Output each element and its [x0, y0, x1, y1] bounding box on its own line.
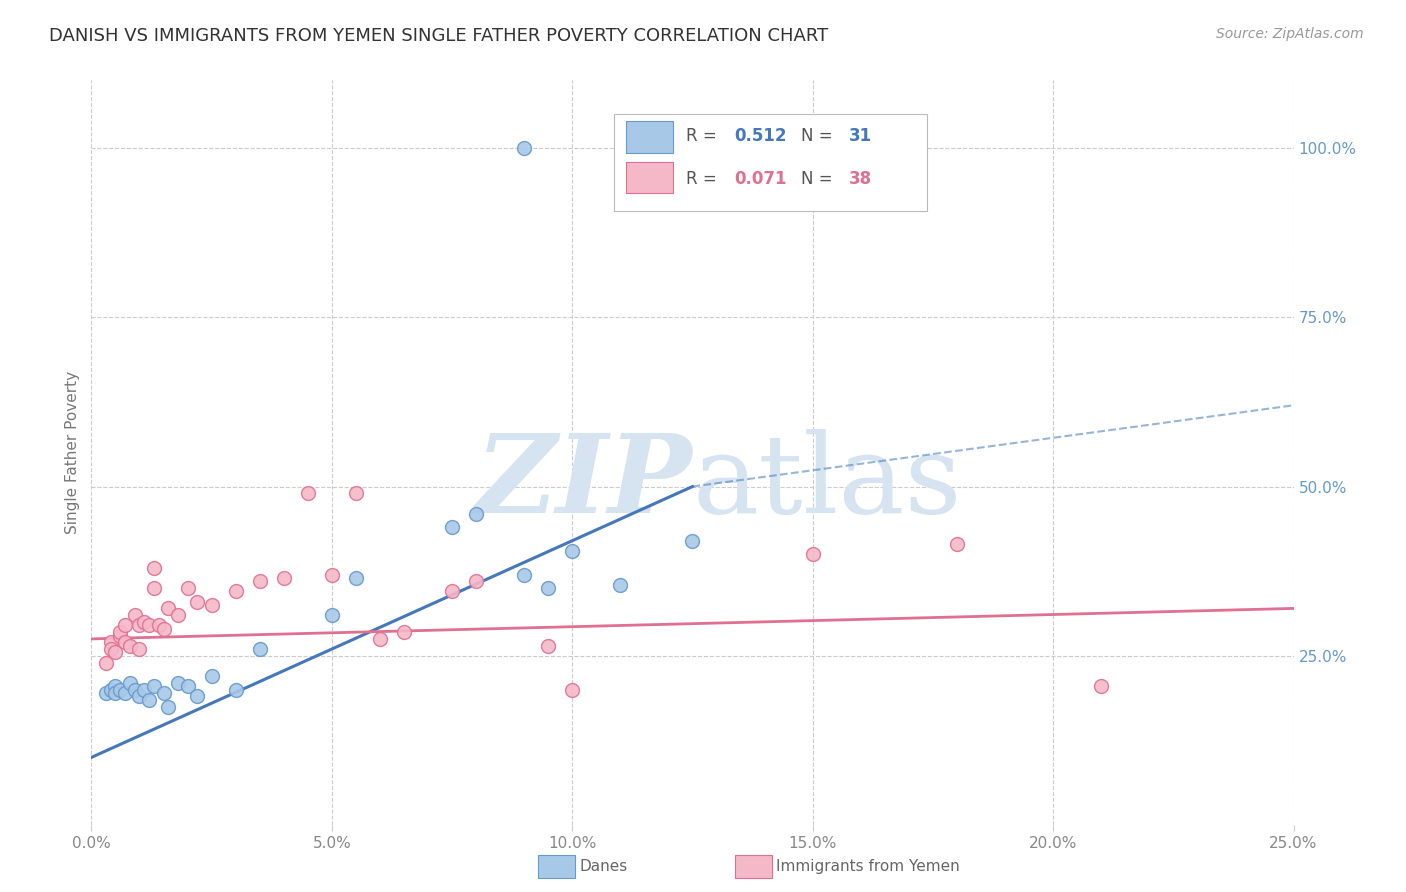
Point	[104, 679, 127, 693]
Text: 0.512: 0.512	[734, 128, 787, 145]
Point	[561, 544, 583, 558]
Point	[138, 618, 160, 632]
Point	[176, 679, 198, 693]
Text: N =: N =	[800, 128, 838, 145]
Point	[114, 618, 136, 632]
Point	[344, 486, 367, 500]
Point	[152, 622, 174, 636]
Point	[465, 574, 488, 589]
Text: N =: N =	[800, 170, 838, 188]
Point	[344, 571, 367, 585]
Point	[440, 520, 463, 534]
Point	[225, 584, 247, 599]
Point	[114, 635, 136, 649]
Point	[118, 639, 141, 653]
Point	[94, 656, 117, 670]
Point	[321, 567, 343, 582]
Point	[142, 581, 165, 595]
Point	[297, 486, 319, 500]
Point	[561, 682, 583, 697]
Point	[186, 594, 208, 608]
Point	[128, 690, 150, 704]
Point	[157, 601, 180, 615]
Text: Source: ZipAtlas.com: Source: ZipAtlas.com	[1216, 27, 1364, 41]
Text: R =: R =	[686, 170, 723, 188]
Point	[142, 561, 165, 575]
Point	[114, 686, 136, 700]
Point	[249, 642, 271, 657]
Point	[128, 642, 150, 657]
Y-axis label: Single Father Poverty: Single Father Poverty	[65, 371, 80, 534]
Point	[138, 693, 160, 707]
Point	[513, 567, 536, 582]
Point	[801, 547, 824, 561]
Point	[100, 635, 122, 649]
Point	[681, 533, 703, 548]
Point	[152, 686, 174, 700]
Point	[513, 141, 536, 155]
FancyBboxPatch shape	[626, 162, 673, 194]
Point	[1090, 679, 1112, 693]
Point	[134, 615, 156, 629]
Point	[94, 686, 117, 700]
Point	[100, 682, 122, 697]
Point	[148, 618, 170, 632]
Point	[249, 574, 271, 589]
Point	[176, 581, 198, 595]
Point	[110, 628, 132, 642]
Point	[201, 598, 224, 612]
Point	[124, 682, 146, 697]
Point	[201, 669, 224, 683]
Point	[321, 608, 343, 623]
Text: ZIP: ZIP	[475, 429, 692, 536]
Text: atlas: atlas	[692, 429, 962, 536]
Text: DANISH VS IMMIGRANTS FROM YEMEN SINGLE FATHER POVERTY CORRELATION CHART: DANISH VS IMMIGRANTS FROM YEMEN SINGLE F…	[49, 27, 828, 45]
Point	[134, 682, 156, 697]
Point	[167, 608, 190, 623]
Point	[225, 682, 247, 697]
Point	[100, 642, 122, 657]
Point	[128, 618, 150, 632]
Point	[392, 625, 415, 640]
Text: R =: R =	[686, 128, 723, 145]
Point	[104, 686, 127, 700]
Point	[110, 625, 132, 640]
Point	[124, 608, 146, 623]
Point	[110, 682, 132, 697]
Point	[167, 676, 190, 690]
Point	[273, 571, 295, 585]
Point	[118, 676, 141, 690]
FancyBboxPatch shape	[626, 121, 673, 153]
FancyBboxPatch shape	[614, 114, 927, 211]
Point	[368, 632, 391, 646]
Point	[104, 645, 127, 659]
Point	[537, 581, 560, 595]
Text: 31: 31	[849, 128, 872, 145]
Text: 38: 38	[849, 170, 872, 188]
Text: Danes: Danes	[579, 859, 627, 873]
Point	[186, 690, 208, 704]
Text: 0.071: 0.071	[734, 170, 787, 188]
Point	[440, 584, 463, 599]
Point	[609, 578, 631, 592]
Point	[157, 699, 180, 714]
Point	[897, 141, 920, 155]
Point	[142, 679, 165, 693]
Point	[537, 639, 560, 653]
Point	[946, 537, 969, 551]
Text: Immigrants from Yemen: Immigrants from Yemen	[776, 859, 960, 873]
Point	[465, 507, 488, 521]
